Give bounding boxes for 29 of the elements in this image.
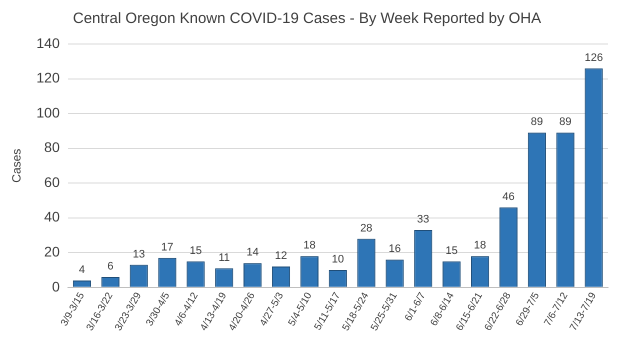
data-label: 89 (559, 116, 572, 128)
data-label: 11 (218, 252, 230, 264)
data-label: 46 (502, 190, 515, 203)
y-tick-label: 40 (44, 208, 60, 225)
y-tick-label: 140 (36, 34, 60, 51)
y-tick-label: 20 (44, 243, 60, 260)
data-label: 4 (78, 264, 86, 276)
data-label: 15 (445, 244, 458, 257)
y-tick-label: 80 (44, 139, 60, 156)
data-label: 18 (303, 240, 316, 252)
data-label: 14 (246, 246, 259, 259)
data-label: 89 (530, 116, 544, 128)
chart-title: Central Oregon Known COVID-19 Cases - By Week Reported by OHA (72, 10, 542, 28)
data-label: 16 (388, 243, 401, 256)
y-tick-label: 100 (36, 104, 60, 120)
data-label: 13 (132, 248, 145, 260)
data-label: 33 (417, 214, 430, 226)
y-tick-label: 120 (36, 70, 60, 86)
data-label: 6 (107, 260, 114, 273)
data-label: 18 (474, 240, 486, 252)
y-axis-title: Cases (10, 148, 24, 183)
data-label: 17 (161, 241, 174, 254)
data-label: 10 (332, 254, 344, 266)
data-label: 15 (190, 244, 202, 257)
data-label: 28 (360, 222, 372, 234)
y-tick-label: 0 (52, 278, 60, 294)
data-label: 126 (584, 52, 603, 64)
data-label: 12 (274, 250, 288, 262)
y-tick-label: 60 (44, 174, 60, 190)
